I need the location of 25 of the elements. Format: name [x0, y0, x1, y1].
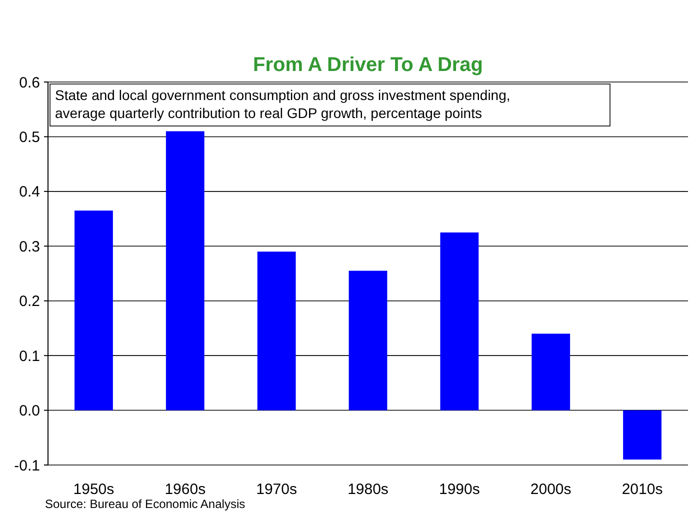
x-tick-label: 1960s [164, 481, 206, 498]
y-tick-label: 0.0 [19, 402, 40, 420]
x-tick-label: 1990s [438, 481, 480, 498]
chart-title: From A Driver To A Drag [252, 54, 484, 76]
y-tick-label: -0.1 [14, 457, 40, 474]
x-tick-label: 1980s [348, 481, 388, 498]
y-tick-label: 0.3 [19, 238, 40, 256]
bar [257, 252, 296, 410]
bar [74, 210, 113, 410]
y-tick-label: 0.2 [19, 293, 40, 310]
source-note: Source: Bureau of Economic Analysis [45, 497, 246, 511]
y-tick-label: 0.4 [19, 184, 40, 201]
bar [532, 334, 570, 410]
y-tick-label: 0.5 [19, 128, 40, 146]
subtitle-box: State and local government consumption and gross investment spending, average quarterly contribution to real GDP growth, percentage points [50, 84, 610, 126]
x-tick-label: 1970s [256, 481, 298, 498]
bar [166, 131, 204, 410]
bar [348, 270, 388, 410]
bar [623, 410, 662, 460]
bar [440, 232, 479, 410]
x-tick-label: 2010s [622, 481, 663, 498]
y-tick-label: 0.1 [19, 348, 40, 365]
x-tick-label: 2000s [530, 481, 572, 498]
x-tick-label: 1950s [73, 481, 114, 498]
y-tick-label: 0.6 [19, 74, 40, 92]
